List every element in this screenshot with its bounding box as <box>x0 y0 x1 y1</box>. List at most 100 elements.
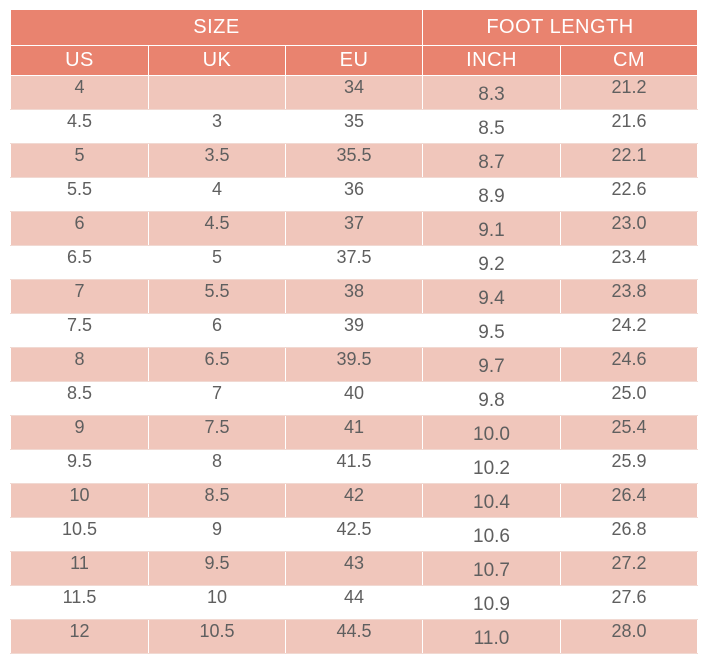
table-row: 9.5 8 41.5 10.2 25.9 <box>10 449 699 484</box>
eu-size-cell: 39.5 <box>284 347 424 382</box>
us-size-cell: 11 <box>10 551 149 586</box>
inch-length-cell: 10.7 <box>422 551 562 586</box>
cm-length-cell: 26.8 <box>560 517 699 552</box>
us-size-cell: 8 <box>10 347 149 382</box>
cm-length-cell: 25.4 <box>560 415 699 450</box>
uk-size-cell: 10.5 <box>148 619 286 654</box>
uk-size-cell: 6 <box>148 313 286 348</box>
uk-size-cell: 3 <box>148 109 286 144</box>
uk-size-cell: 3.5 <box>148 143 286 178</box>
inch-length-cell: 8.3 <box>422 75 562 110</box>
table-row: 4 34 8.3 21.2 <box>10 75 699 110</box>
eu-size-cell: 42.5 <box>284 517 424 552</box>
us-size-cell: 10.5 <box>10 517 149 552</box>
eu-size-cell: 37.5 <box>284 245 424 280</box>
us-size-cell: 11.5 <box>10 585 149 620</box>
inch-length-cell: 10.9 <box>422 585 562 620</box>
cm-length-cell: 28.0 <box>560 619 699 654</box>
inch-length-cell: 10.4 <box>422 483 562 518</box>
eu-size-cell: 41.5 <box>284 449 424 484</box>
eu-size-cell: 42 <box>284 483 424 518</box>
uk-size-cell: 4.5 <box>148 211 286 246</box>
cm-length-cell: 27.6 <box>560 585 699 620</box>
eu-size-cell: 35 <box>284 109 424 144</box>
uk-size-cell: 5.5 <box>148 279 286 314</box>
us-size-cell: 5 <box>10 143 149 178</box>
us-size-cell: 12 <box>10 619 149 654</box>
cm-length-cell: 22.1 <box>560 143 699 178</box>
cm-length-cell: 23.4 <box>560 245 699 280</box>
eu-size-cell: 36 <box>284 177 424 212</box>
cm-length-cell: 23.8 <box>560 279 699 314</box>
table-row: 5 3.5 35.5 8.7 22.1 <box>10 143 699 178</box>
inch-length-cell: 10.0 <box>422 415 562 450</box>
eu-size-cell: 40 <box>284 381 424 416</box>
size-chart-table: SIZE FOOT LENGTH US UK EU INCH CM 4 34 8.3… <box>9 9 699 654</box>
inch-length-cell: 9.7 <box>422 347 562 382</box>
column-header-inch: INCH <box>422 45 562 76</box>
table-row: 5.5 4 36 8.9 22.6 <box>10 177 699 212</box>
eu-size-cell: 38 <box>284 279 424 314</box>
table-row: 7.5 6 39 9.5 24.2 <box>10 313 699 348</box>
inch-length-cell: 10.2 <box>422 449 562 484</box>
us-size-cell: 10 <box>10 483 149 518</box>
cm-length-cell: 26.4 <box>560 483 699 518</box>
table-row: 8.5 7 40 9.8 25.0 <box>10 381 699 416</box>
cm-length-cell: 24.6 <box>560 347 699 382</box>
us-size-cell: 7.5 <box>10 313 149 348</box>
inch-length-cell: 8.9 <box>422 177 562 212</box>
cm-length-cell: 25.9 <box>560 449 699 484</box>
table-row: 6 4.5 37 9.1 23.0 <box>10 211 699 246</box>
cm-length-cell: 23.0 <box>560 211 699 246</box>
table-row: 11 9.5 43 10.7 27.2 <box>10 551 699 586</box>
cm-length-cell: 25.0 <box>560 381 699 416</box>
size-rows: 4 34 8.3 21.2 4.5 3 35 8.5 21.6 5 3.5 35.5 8.7 22.1 5.… <box>10 75 699 654</box>
uk-size-cell: 7.5 <box>148 415 286 450</box>
eu-size-cell: 41 <box>284 415 424 450</box>
inch-length-cell: 9.8 <box>422 381 562 416</box>
table-row: 10 8.5 42 10.4 26.4 <box>10 483 699 518</box>
uk-size-cell: 9 <box>148 517 286 552</box>
table-row: 12 10.5 44.5 11.0 28.0 <box>10 619 699 654</box>
inch-length-cell: 9.1 <box>422 211 562 246</box>
column-header-row: US UK EU INCH CM <box>10 45 699 76</box>
eu-size-cell: 39 <box>284 313 424 348</box>
us-size-cell: 5.5 <box>10 177 149 212</box>
cm-length-cell: 22.6 <box>560 177 699 212</box>
inch-length-cell: 11.0 <box>422 619 562 654</box>
inch-length-cell: 8.5 <box>422 109 562 144</box>
table-row: 9 7.5 41 10.0 25.4 <box>10 415 699 450</box>
eu-size-cell: 44 <box>284 585 424 620</box>
inch-length-cell: 10.6 <box>422 517 562 552</box>
column-header-eu: EU <box>284 45 424 76</box>
column-header-cm: CM <box>560 45 699 76</box>
us-size-cell: 9 <box>10 415 149 450</box>
eu-size-cell: 44.5 <box>284 619 424 654</box>
uk-size-cell: 8 <box>148 449 286 484</box>
eu-size-cell: 35.5 <box>284 143 424 178</box>
uk-size-cell: 5 <box>148 245 286 280</box>
eu-size-cell: 37 <box>284 211 424 246</box>
cm-length-cell: 24.2 <box>560 313 699 348</box>
inch-length-cell: 8.7 <box>422 143 562 178</box>
inch-length-cell: 9.5 <box>422 313 562 348</box>
table-row: 7 5.5 38 9.4 23.8 <box>10 279 699 314</box>
us-size-cell: 7 <box>10 279 149 314</box>
eu-size-cell: 34 <box>284 75 424 110</box>
foot-length-group-header: FOOT LENGTH <box>422 9 699 46</box>
us-size-cell: 9.5 <box>10 449 149 484</box>
uk-size-cell: 6.5 <box>148 347 286 382</box>
table-row: 8 6.5 39.5 9.7 24.6 <box>10 347 699 382</box>
size-chart: SIZE FOOT LENGTH US UK EU INCH CM 4 34 8.3… <box>9 9 699 654</box>
us-size-cell: 6.5 <box>10 245 149 280</box>
table-row: 11.5 10 44 10.9 27.6 <box>10 585 699 620</box>
table-row: 10.5 9 42.5 10.6 26.8 <box>10 517 699 552</box>
column-header-uk: UK <box>148 45 286 76</box>
column-header-us: US <box>10 45 149 76</box>
eu-size-cell: 43 <box>284 551 424 586</box>
cm-length-cell: 27.2 <box>560 551 699 586</box>
us-size-cell: 4 <box>10 75 149 110</box>
uk-size-cell: 4 <box>148 177 286 212</box>
cm-length-cell: 21.2 <box>560 75 699 110</box>
cm-length-cell: 21.6 <box>560 109 699 144</box>
